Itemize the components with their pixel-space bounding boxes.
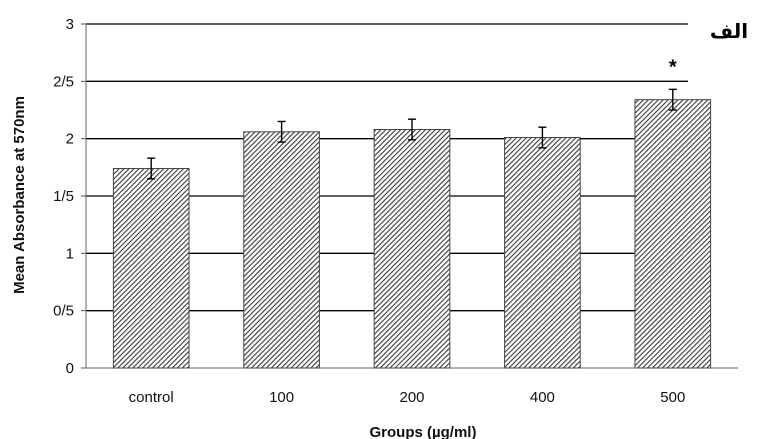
y-tick-label: 3 <box>66 16 74 33</box>
y-tick-label: 2/5 <box>53 73 74 90</box>
x-tick-label: 500 <box>660 389 685 406</box>
y-axis-title: Mean Absorbance at 570nm <box>11 96 28 294</box>
x-tick-label: 200 <box>399 389 424 406</box>
panel-label: الف <box>710 19 748 43</box>
y-tick-label: 0 <box>66 360 74 377</box>
y-tick-label: 1 <box>66 245 74 262</box>
tick-labels: 0 0/5 1 1/5 2 2/5 3 control 100 200 400 500 * <box>53 16 685 406</box>
x-tick-label: 400 <box>530 389 555 406</box>
bars <box>112 99 712 369</box>
x-axis-title: Groups (µg/ml) <box>370 424 477 439</box>
bar <box>504 137 581 369</box>
bar <box>634 99 712 369</box>
x-tick-label: 100 <box>269 389 294 406</box>
y-tick-label: 2 <box>66 131 74 148</box>
error-bars <box>147 88 677 180</box>
bar <box>112 167 190 369</box>
significance-marker: * <box>669 56 677 78</box>
bar <box>243 131 320 369</box>
y-tick-label: 1/5 <box>53 188 74 205</box>
bar <box>373 128 451 369</box>
y-tick-label: 0/5 <box>53 303 74 320</box>
x-tick-label: control <box>129 389 174 406</box>
